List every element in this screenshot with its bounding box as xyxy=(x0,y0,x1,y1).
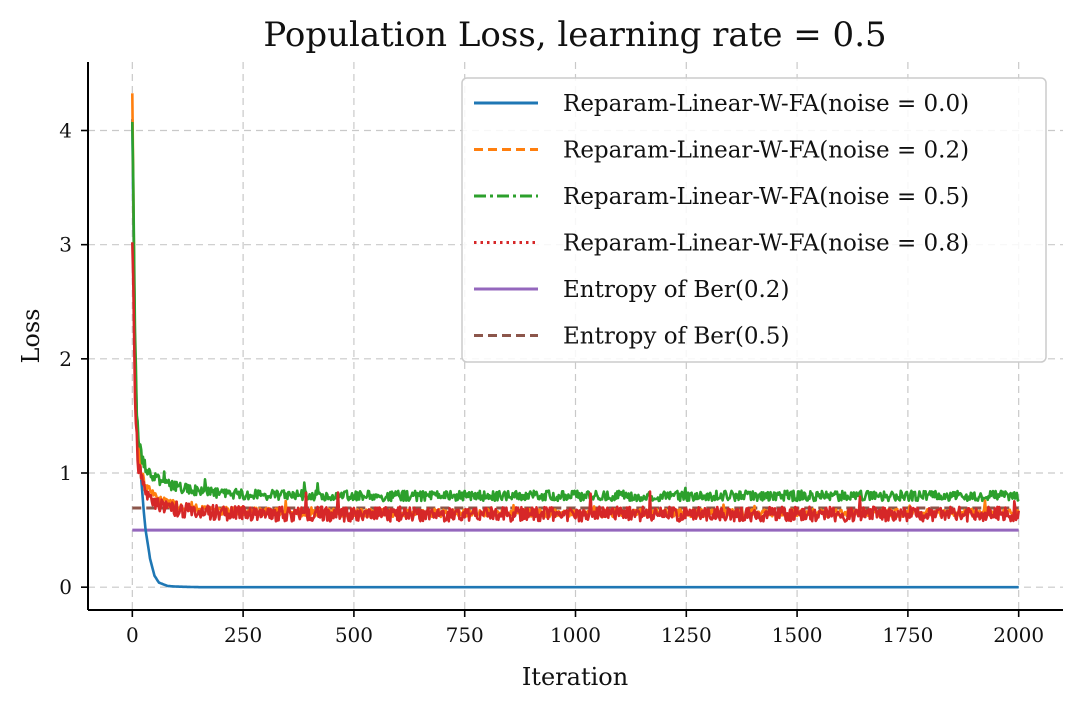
x-tick-label: 1500 xyxy=(772,623,823,647)
series-line-0 xyxy=(131,119,1020,589)
y-tick-label: 2 xyxy=(59,347,72,371)
ticks: 0 250 500 750 1000 1250 1500 1750 2000 0 1 2 3 4 xyxy=(59,119,1044,648)
series-line-3 xyxy=(131,242,1020,523)
x-tick-label: 250 xyxy=(224,623,262,647)
x-tick-label: 0 xyxy=(126,623,139,647)
x-tick-label: 1750 xyxy=(882,623,933,647)
x-tick-label: 1250 xyxy=(661,623,712,647)
legend-box xyxy=(461,77,1047,363)
series-line-2 xyxy=(131,121,1020,503)
y-tick-label: 4 xyxy=(59,119,72,143)
legend-label: Reparam-Linear-W-FA(noise = 0.5) xyxy=(563,184,969,210)
legend-label: Reparam-Linear-W-FA(noise = 0.8) xyxy=(563,231,969,257)
legend-label: Reparam-Linear-W-FA(noise = 0.0) xyxy=(563,91,969,117)
x-tick-label: 2000 xyxy=(993,623,1044,647)
chart-title: Population Loss, learning rate = 0.5 xyxy=(263,15,886,55)
x-tick-label: 500 xyxy=(335,623,373,647)
x-axis-label: Iteration xyxy=(522,663,628,691)
y-tick-label: 3 xyxy=(59,233,72,257)
plot-area xyxy=(131,93,1020,589)
y-tick-label: 0 xyxy=(59,575,72,599)
legend-label: Entropy of Ber(0.2) xyxy=(563,277,789,303)
y-tick-label: 1 xyxy=(59,461,72,485)
x-tick-label: 750 xyxy=(446,623,484,647)
legend-label: Entropy of Ber(0.5) xyxy=(563,324,789,350)
y-axis-label: Loss xyxy=(17,308,45,363)
legend-label: Reparam-Linear-W-FA(noise = 0.2) xyxy=(563,138,969,164)
legend: Reparam-Linear-W-FA(noise = 0.0) Reparam-… xyxy=(461,77,1047,363)
x-tick-label: 1000 xyxy=(550,623,601,647)
